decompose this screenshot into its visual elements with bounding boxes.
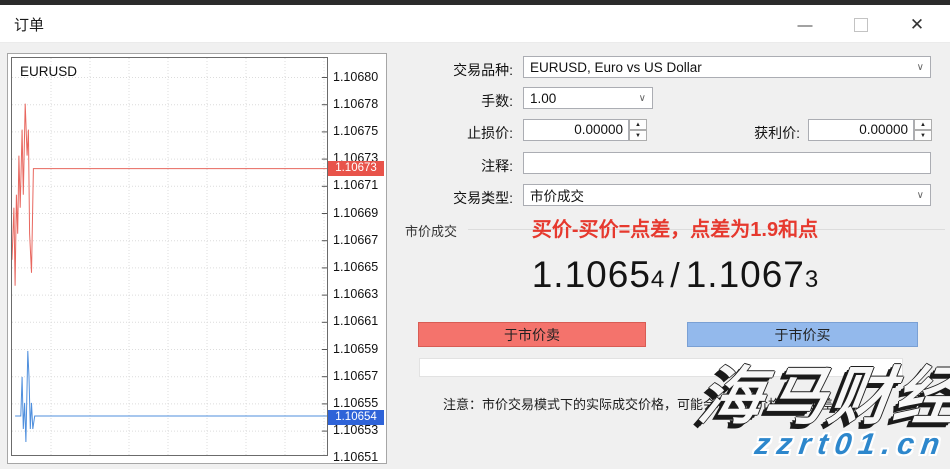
buy-by-market-button[interactable]: 于市价买 [687, 322, 918, 347]
volume-label: 手数: [481, 93, 513, 109]
arrow-down-icon: ▼ [920, 132, 926, 139]
axis-price-label: 1.10651 [333, 450, 379, 465]
ask-price-badge: 1.10673 [328, 161, 384, 177]
axis-price-label: 1.10655 [333, 395, 379, 410]
spin-up-button[interactable]: ▲ [914, 119, 932, 130]
trade-type-label: 交易类型: [453, 190, 513, 206]
axis-price-label: 1.10659 [333, 341, 379, 356]
take-profit-input[interactable]: 0.00000 [808, 119, 914, 141]
comment-label: 注释: [481, 158, 513, 174]
axis-price-label: 1.10657 [333, 368, 379, 383]
axis-price-label: 1.10671 [333, 178, 379, 193]
take-profit-spinner: ▲ ▼ [914, 119, 932, 141]
volume-combo[interactable]: 1.00 ∨ [523, 87, 653, 109]
spin-up-button[interactable]: ▲ [629, 119, 647, 130]
axis-price-label: 1.10665 [333, 259, 379, 274]
arrow-up-icon: ▲ [635, 121, 641, 128]
stop-loss-input[interactable]: 0.00000 [523, 119, 629, 141]
group-box-line [468, 229, 945, 230]
maximize-button[interactable] [846, 12, 876, 38]
volume-combo-value: 1.00 [530, 90, 557, 106]
axis-price-label: 1.10663 [333, 287, 379, 302]
arrow-down-icon: ▼ [635, 132, 641, 139]
minimize-icon: — [797, 16, 813, 34]
bid-price-badge: 1.10654 [328, 410, 384, 425]
bid-ask-quote: 1.10654/1.10673 [405, 254, 945, 296]
axis-price-label: 1.10669 [333, 205, 379, 220]
bid-price-subdigit: 4 [650, 266, 665, 293]
dialog-title: 订单 [14, 17, 45, 34]
background-window-strip [0, 0, 950, 5]
chevron-down-icon: ∨ [916, 189, 924, 201]
comment-input[interactable] [523, 152, 931, 174]
execution-note: 注意：市价交易模式下的实际成交价格，可能会和请求价格有一定差异 [443, 397, 847, 412]
watermark-url-text: zzrt01.cn [752, 428, 949, 461]
ask-price-subdigit: 3 [804, 266, 819, 293]
trade-type-combo[interactable]: 市价成交 ∨ [523, 184, 931, 206]
sell-by-market-button[interactable]: 于市价卖 [418, 322, 646, 347]
chart-symbol-label: EURUSD [20, 64, 78, 79]
disabled-field [419, 358, 903, 377]
axis-price-label: 1.10680 [333, 69, 379, 84]
quote-separator: / [670, 257, 680, 295]
maximize-icon [854, 18, 868, 32]
tick-chart-plot: EURUSD [11, 57, 328, 456]
spin-down-button[interactable]: ▼ [914, 130, 932, 141]
spread-annotation: 买价-买价=点差，点差为1.9和点 [531, 219, 819, 241]
stop-loss-label: 止损价: [467, 125, 513, 141]
axis-price-label: 1.10667 [333, 232, 379, 247]
close-button[interactable]: ✕ [902, 12, 932, 38]
bid-price-main: 1.1065 [531, 254, 651, 295]
take-profit-label: 获利价: [754, 125, 800, 141]
tick-chart: EURUSD 1.10680 1.10678 1.10675 1.10673 1.106… [7, 53, 387, 464]
axis-price-label: 1.10653 [333, 423, 379, 438]
ask-price-main: 1.1067 [685, 254, 805, 295]
symbol-combo[interactable]: EURUSD, Euro vs US Dollar ∨ [523, 56, 931, 78]
symbol-combo-value: EURUSD, Euro vs US Dollar [530, 59, 702, 75]
stop-loss-spinner: ▲ ▼ [629, 119, 647, 141]
title-bar: 订单 — ✕ [0, 5, 950, 43]
group-box-label: 市价成交 [405, 224, 458, 239]
close-icon: ✕ [909, 15, 925, 34]
spin-down-button[interactable]: ▼ [629, 130, 647, 141]
axis-price-label: 1.10661 [333, 314, 379, 329]
arrow-up-icon: ▲ [920, 121, 926, 128]
minimize-button[interactable]: — [790, 12, 820, 38]
trade-type-combo-value: 市价成交 [530, 189, 584, 204]
symbol-label: 交易品种: [453, 62, 513, 78]
chevron-down-icon: ∨ [638, 92, 646, 104]
chevron-down-icon: ∨ [916, 61, 924, 73]
axis-price-label: 1.10675 [333, 123, 379, 138]
tick-chart-canvas [12, 58, 327, 455]
axis-price-label: 1.10678 [333, 96, 379, 111]
